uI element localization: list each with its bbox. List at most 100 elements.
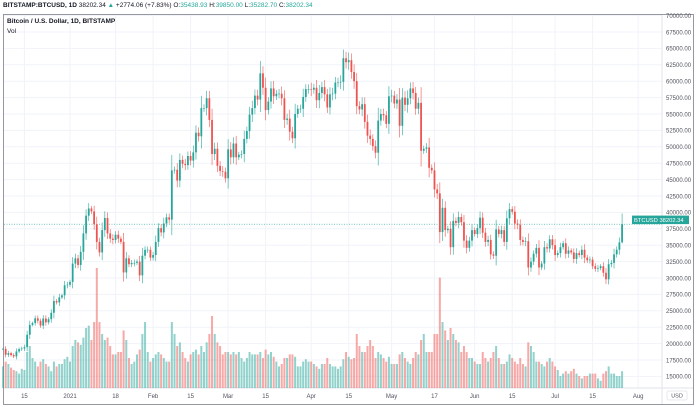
- candle-body: [312, 87, 315, 90]
- candle-body: [334, 82, 337, 94]
- x-tick-label: Apr: [307, 394, 316, 400]
- open-value: 35438.93: [180, 2, 208, 9]
- candle-body: [409, 88, 412, 99]
- volume-bar: [122, 330, 125, 388]
- candle-body: [23, 347, 26, 349]
- candle-body: [103, 217, 106, 231]
- candle-body: [479, 217, 481, 229]
- candle: [170, 154, 173, 236]
- volume-bar: [98, 322, 101, 388]
- volume-bar: [240, 358, 243, 388]
- candle: [254, 89, 256, 115]
- candle: [53, 295, 55, 319]
- volume-bar: [95, 268, 98, 388]
- y-tick-label: 35000.00: [666, 244, 692, 250]
- volume-bar: [578, 376, 581, 388]
- candle: [58, 293, 61, 306]
- candle: [334, 76, 337, 100]
- candle: [446, 225, 449, 234]
- candle: [120, 236, 122, 245]
- candle-body: [618, 242, 621, 250]
- candle-body: [433, 170, 436, 190]
- volume-bar: [192, 352, 195, 388]
- candle: [87, 203, 90, 221]
- volume-bar: [288, 354, 291, 388]
- volume-bar: [452, 334, 455, 388]
- x-tick-label: 2021: [63, 394, 77, 400]
- volume-bar: [141, 334, 144, 388]
- candle: [205, 90, 208, 116]
- volume-bar: [495, 346, 498, 388]
- volume-bar: [503, 364, 506, 388]
- volume-bar: [136, 354, 138, 388]
- candle-body: [243, 138, 246, 155]
- symbol: BITSTAMP:BTCUSD, 1D: [3, 2, 77, 9]
- volume-bar: [286, 358, 289, 388]
- candle: [615, 246, 618, 258]
- candle-body: [503, 230, 506, 242]
- candle-body: [90, 208, 93, 212]
- candle: [74, 253, 77, 269]
- volume-bar: [441, 322, 444, 388]
- volume-bar: [350, 359, 353, 388]
- candle-body: [208, 98, 211, 120]
- candle-body: [36, 318, 39, 321]
- candle: [18, 347, 20, 354]
- candle: [312, 83, 315, 94]
- volume-bar: [157, 352, 160, 388]
- candle-body: [393, 95, 396, 104]
- candle-body: [554, 245, 556, 256]
- candle: [26, 330, 29, 352]
- candle: [455, 217, 457, 227]
- x-tick-label: 15: [589, 394, 596, 400]
- volume-bar: [160, 354, 163, 388]
- candle-body: [20, 348, 23, 350]
- candle-body: [417, 102, 420, 109]
- volume-bar: [229, 354, 232, 388]
- volume-bar: [66, 356, 69, 388]
- volume-bar: [567, 373, 570, 388]
- candle-body: [216, 148, 219, 166]
- candle-body: [4, 348, 7, 355]
- volume-bar: [369, 340, 372, 388]
- candle: [98, 237, 101, 257]
- candle: [471, 224, 473, 247]
- volume-bar: [186, 361, 189, 388]
- candle: [224, 167, 227, 183]
- candle-body: [342, 58, 345, 82]
- candle-body: [262, 73, 264, 88]
- candle-body: [149, 249, 152, 258]
- volume-bar: [366, 346, 369, 388]
- volume-bar: [591, 373, 594, 388]
- candle: [7, 350, 10, 357]
- candle-body: [586, 257, 589, 261]
- volume-bar: [119, 352, 122, 388]
- volume-bar: [109, 346, 112, 388]
- candle-body: [532, 253, 535, 262]
- candle: [457, 211, 460, 229]
- y-tick-label: 42500.00: [666, 194, 692, 200]
- candle: [85, 209, 87, 240]
- candle: [546, 243, 548, 253]
- volume-bar: [345, 352, 348, 388]
- candle: [621, 213, 623, 244]
- candle-body: [237, 154, 240, 158]
- volume-bar: [562, 373, 565, 388]
- candle: [44, 315, 47, 326]
- candle-body: [170, 170, 173, 220]
- volume-bar: [521, 364, 524, 388]
- volume-bar: [23, 370, 26, 388]
- candle-body: [280, 93, 283, 99]
- volume-bar: [42, 359, 45, 388]
- candle: [168, 213, 171, 224]
- volume-bar: [310, 361, 313, 388]
- x-tick-label: Jul: [551, 394, 559, 400]
- candle: [237, 151, 240, 161]
- candle-body: [7, 353, 10, 355]
- volume-bar: [588, 373, 591, 388]
- candle-body: [401, 97, 404, 126]
- volume-bar: [165, 361, 168, 388]
- candle-body: [567, 250, 570, 254]
- volume-bar: [50, 371, 53, 388]
